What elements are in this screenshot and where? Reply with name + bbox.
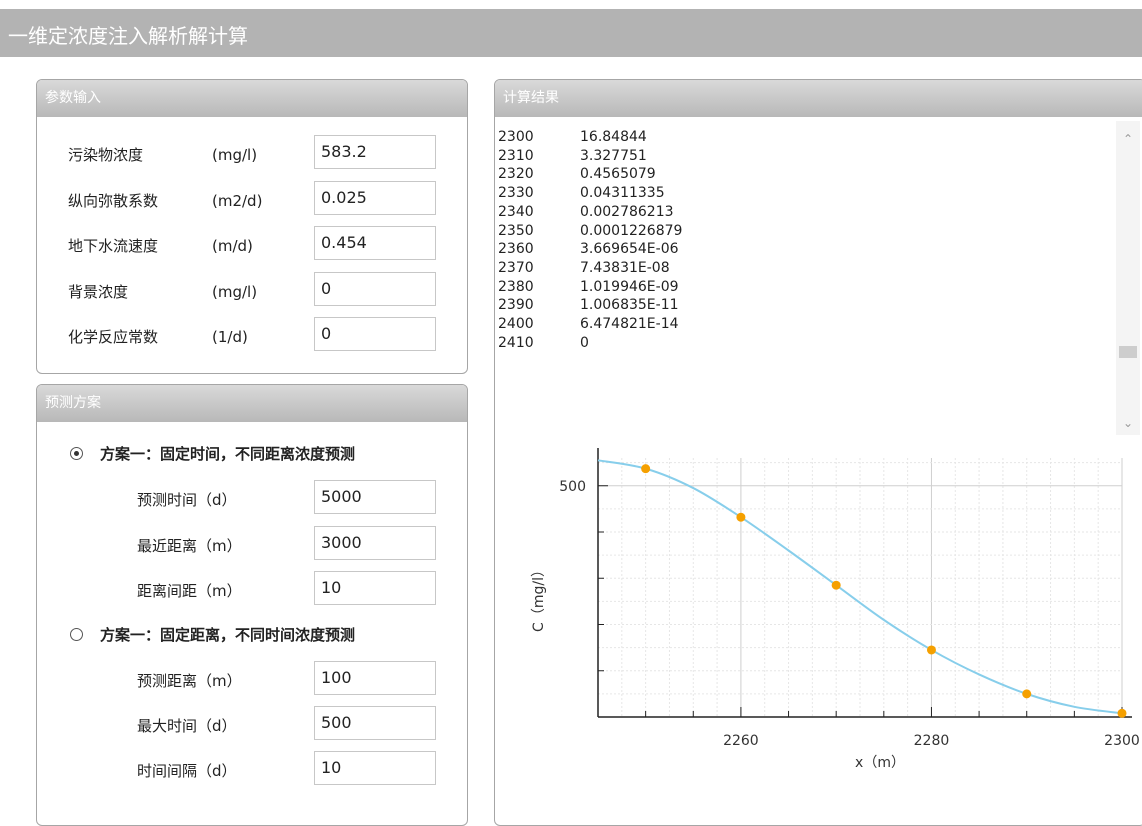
- result-x: 2390: [498, 297, 534, 314]
- window-titlebar: 一维定浓度注入解析解计算: [0, 9, 1142, 57]
- param-unit: (mg/l): [212, 283, 258, 301]
- scheme1-field-label: 距离间距（m）: [137, 582, 242, 600]
- result-x: 2370: [498, 259, 534, 276]
- param-input[interactable]: 0.454: [314, 226, 436, 260]
- scheme1-field-label: 最近距离（m）: [137, 537, 242, 555]
- window-title: 一维定浓度注入解析解计算: [8, 24, 248, 48]
- result-x: 2350: [498, 222, 534, 239]
- scheme2-field-label: 时间间隔（d）: [137, 762, 237, 780]
- chart-point: [736, 512, 746, 522]
- scheme1-radio[interactable]: [70, 447, 83, 460]
- scheme2-field-input[interactable]: 100: [314, 661, 436, 695]
- chart-point: [1022, 689, 1032, 699]
- chart-point: [641, 464, 651, 474]
- concentration-chart: 2260 2280 2300 500 x（m） C（mg/l）: [531, 448, 1140, 771]
- result-x: 2410: [498, 334, 534, 351]
- result-x: 2300: [498, 129, 534, 145]
- result-c: 3.327751: [580, 147, 647, 164]
- scheme1-field-input[interactable]: 10: [314, 571, 436, 605]
- scheme1-field-input[interactable]: 5000: [314, 480, 436, 514]
- result-x: 2400: [498, 316, 534, 332]
- scheme2-field-label: 预测距离（m）: [137, 672, 242, 690]
- scroll-up-icon[interactable]: ⌃: [1122, 132, 1134, 146]
- result-x: 2360: [498, 241, 534, 258]
- scroll-down-icon[interactable]: ⌄: [1122, 416, 1134, 430]
- param-unit: (m2/d): [212, 192, 263, 210]
- result-c: 0.0001226879: [580, 222, 683, 239]
- scheme2-field-input[interactable]: 500: [314, 706, 436, 740]
- result-x: 2310: [498, 147, 534, 164]
- result-c: 3.669654E-06: [580, 241, 679, 258]
- param-label: 污染物浓度: [68, 146, 144, 164]
- param-label: 纵向弥散系数: [68, 192, 159, 210]
- result-c: 7.43831E-08: [580, 259, 670, 276]
- scheme1-field-label: 预测时间（d）: [137, 491, 237, 509]
- chart-point: [1117, 708, 1127, 718]
- scheme1-field-input[interactable]: 3000: [314, 526, 436, 560]
- result-panel-title: 计算结果: [495, 80, 1142, 117]
- result-x: 2380: [498, 278, 534, 295]
- result-c: 6.474821E-14: [580, 316, 679, 332]
- chart-point: [831, 580, 841, 590]
- chart-x-tick-label: 2280: [914, 733, 950, 749]
- scheme2-field-input[interactable]: 10: [314, 751, 436, 785]
- param-panel-title: 参数输入: [37, 80, 467, 117]
- chart-x-label: x（m）: [855, 755, 905, 771]
- param-input[interactable]: 0.025: [314, 181, 436, 215]
- result-scrollbar[interactable]: ⌃ ⌄: [1116, 121, 1140, 435]
- result-c: 0.002786213: [580, 203, 674, 220]
- result-x: 2320: [498, 166, 534, 183]
- scheme-panel-title: 预测方案: [37, 385, 467, 422]
- chart-y-tick-label: 500: [559, 479, 586, 495]
- result-x: 2330: [498, 185, 534, 202]
- result-c: 0: [580, 334, 589, 351]
- chart-x-tick-label: 2300: [1104, 733, 1140, 749]
- param-unit: (1/d): [212, 328, 248, 346]
- chart-x-tick-label: 2260: [723, 733, 759, 749]
- scheme1-label[interactable]: 方案一：固定时间，不同距离浓度预测: [100, 445, 356, 463]
- result-c: 0.4565079: [580, 166, 656, 183]
- chart-y-label: C（mg/l）: [531, 563, 547, 632]
- param-input[interactable]: 583.2: [314, 135, 436, 169]
- result-c: 16.84844: [580, 129, 647, 145]
- param-label: 化学反应常数: [68, 328, 159, 346]
- result-panel: 计算结果: [494, 79, 1142, 826]
- result-c: 1.006835E-11: [580, 297, 679, 314]
- scheme2-field-label: 最大时间（d）: [137, 717, 237, 735]
- result-c: 1.019946E-09: [580, 278, 679, 295]
- scheme2-radio[interactable]: [70, 628, 83, 641]
- scroll-thumb[interactable]: [1119, 346, 1137, 358]
- param-label: 背景浓度: [68, 283, 129, 301]
- scheme2-label[interactable]: 方案一：固定距离，不同时间浓度预测: [100, 626, 356, 644]
- param-unit: (m/d): [212, 237, 253, 255]
- result-list[interactable]: 2300 16.84844 2310 3.327751 2320 0.4565079 233…: [498, 121, 1116, 435]
- result-x: 2340: [498, 203, 534, 220]
- chart-point: [926, 645, 936, 655]
- result-c: 0.04311335: [580, 185, 665, 202]
- param-label: 地下水流速度: [68, 237, 159, 255]
- param-unit: (mg/l): [212, 146, 258, 164]
- param-input[interactable]: 0: [314, 272, 436, 306]
- param-input[interactable]: 0: [314, 317, 436, 351]
